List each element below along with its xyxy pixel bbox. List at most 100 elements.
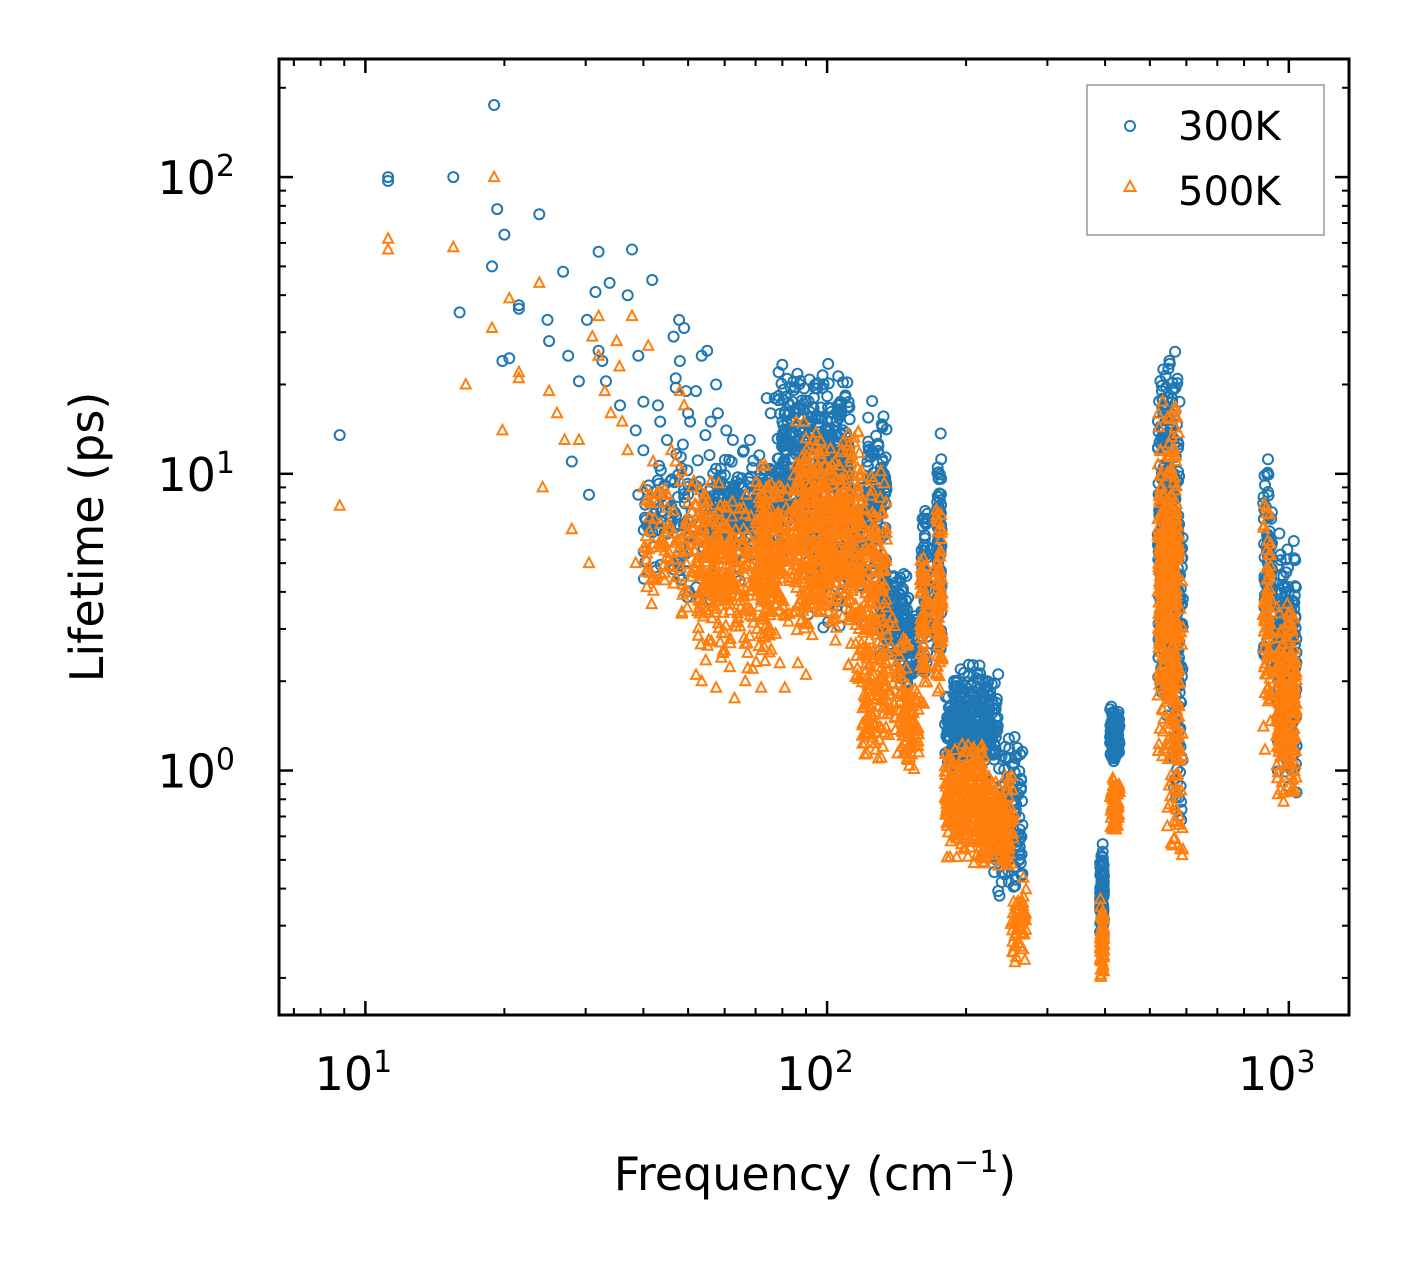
data-point-500k [898, 684, 913, 698]
data-point-500k [676, 587, 690, 600]
data-point-300k [1008, 731, 1021, 743]
data-point-500k [746, 609, 760, 622]
data-point-300k [703, 449, 716, 462]
data-point-500k [913, 694, 928, 708]
data-point-500k [868, 544, 882, 558]
data-point-500k [871, 644, 885, 657]
data-point-500k [701, 493, 715, 506]
data-point-500k [967, 802, 981, 816]
data-point-500k [950, 849, 964, 863]
data-point-300k [900, 604, 913, 617]
data-point-500k [983, 804, 998, 817]
data-point-300k [981, 698, 994, 711]
data-point-500k [675, 606, 689, 619]
data-point-500k [756, 564, 771, 577]
data-point-300k [1259, 479, 1271, 492]
data-point-500k [896, 745, 910, 759]
data-point-500k [967, 855, 981, 869]
data-point-500k [920, 603, 935, 616]
data-point-500k [931, 570, 945, 584]
data-point-300k [760, 392, 773, 405]
data-point-500k [874, 506, 888, 519]
data-point-500k [724, 570, 738, 583]
data-point-300k [832, 370, 845, 383]
data-point-500k [940, 754, 955, 768]
data-point-500k [718, 585, 733, 599]
data-point-500k [911, 744, 926, 758]
data-point-500k [858, 502, 872, 516]
data-point-500k [851, 478, 865, 492]
data-point-500k [771, 507, 786, 521]
data-point-500k [827, 592, 841, 605]
data-point-500k [778, 608, 792, 621]
data-point-500k [945, 779, 959, 792]
data-point-500k [711, 615, 725, 629]
data-point-500k [779, 499, 793, 513]
data-point-300k [987, 748, 1000, 761]
data-point-500k [696, 547, 711, 561]
data-point-300k [592, 344, 605, 357]
data-point-500k [823, 499, 838, 513]
data-point-500k [991, 858, 1006, 871]
data-point-300k [699, 429, 712, 442]
data-point-500k [752, 638, 766, 652]
data-point-500k [819, 491, 834, 505]
data-point-500k [885, 610, 900, 623]
data-point-300k [832, 409, 844, 422]
data-point-500k [978, 790, 992, 803]
data-point-300k [735, 472, 748, 485]
data-point-500k [730, 562, 745, 576]
data-point-500k [848, 596, 863, 610]
data-point-500k [815, 478, 829, 492]
data-point-300k [1163, 354, 1176, 367]
data-point-500k [687, 542, 701, 556]
data-point-500k [694, 520, 708, 534]
data-point-500k [916, 580, 930, 593]
data-point-500k [930, 513, 945, 527]
data-point-500k [654, 566, 668, 580]
data-point-300k [678, 322, 691, 334]
data-point-500k [864, 549, 879, 563]
data-point-500k [800, 441, 814, 455]
data-point-500k [806, 539, 820, 553]
data-point-500k [914, 618, 929, 632]
data-point-500k [792, 537, 806, 550]
data-point-500k [943, 849, 957, 863]
data-point-300k [690, 385, 702, 398]
data-point-500k [787, 467, 801, 481]
data-point-500k [691, 620, 706, 634]
data-point-300k [1167, 383, 1180, 396]
data-point-300k [954, 663, 967, 676]
data-point-500k [724, 542, 738, 556]
data-point-500k [931, 683, 945, 697]
data-point-500k [934, 531, 948, 544]
data-point-300k [632, 349, 645, 362]
data-point-500k [808, 516, 823, 530]
data-point-300k [1282, 561, 1294, 574]
data-point-500k [770, 566, 784, 580]
data-point-500k [689, 532, 704, 546]
data-point-500k [755, 486, 770, 500]
data-point-300k [966, 659, 979, 672]
data-point-300k [667, 330, 680, 343]
data-point-500k [1006, 905, 1020, 919]
data-point-300k [621, 289, 634, 302]
data-point-300k [1171, 372, 1184, 385]
data-point-500k [725, 508, 739, 522]
data-point-500k [809, 425, 823, 438]
data-point-500k [749, 515, 763, 528]
data-point-300k [1000, 752, 1012, 765]
data-point-300k [737, 444, 750, 457]
data-point-300k [988, 677, 1001, 690]
data-point-500k [750, 621, 764, 634]
data-point-500k [886, 675, 900, 689]
data-point-500k [774, 546, 788, 560]
data-point-500k [966, 789, 980, 803]
data-point-500k [812, 442, 826, 455]
data-point-500k [881, 645, 895, 659]
data-point-300k [1287, 535, 1300, 547]
data-point-500k [932, 587, 946, 600]
data-point-500k [840, 593, 855, 607]
data-point-300k [572, 375, 585, 388]
data-point-300k [986, 730, 999, 743]
